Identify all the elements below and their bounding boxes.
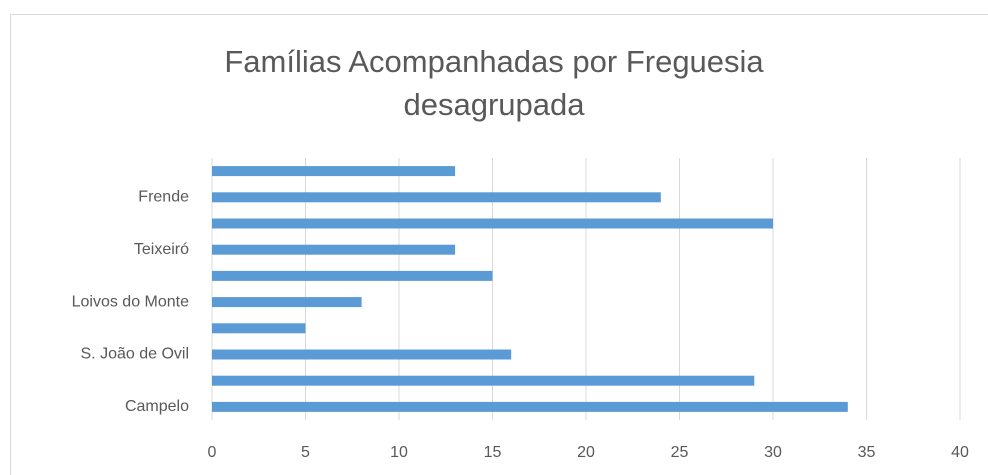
y-tick-label: Loivos do Monte <box>72 293 190 310</box>
bar <box>212 218 773 229</box>
x-tick-label: 25 <box>671 444 689 461</box>
y-tick-label: Teixeiró <box>134 241 189 258</box>
bar <box>212 297 362 308</box>
bar <box>212 349 512 360</box>
y-tick-label: S. João de Ovil <box>81 346 190 363</box>
bar <box>212 375 755 386</box>
x-tick-label: 5 <box>301 444 310 461</box>
bar <box>212 270 493 281</box>
x-tick-label: 15 <box>484 444 502 461</box>
y-tick-label: Campelo <box>125 398 189 415</box>
bar <box>212 192 661 203</box>
x-tick-label: 35 <box>858 444 876 461</box>
bar <box>212 166 456 177</box>
x-tick-label: 30 <box>764 444 782 461</box>
bar <box>212 323 306 334</box>
x-tick-label: 10 <box>390 444 408 461</box>
y-tick-label: Frende <box>138 189 189 206</box>
bar <box>212 244 456 255</box>
bar <box>212 401 848 412</box>
x-tick-label: 20 <box>577 444 595 461</box>
x-tick-label: 0 <box>208 444 217 461</box>
x-tick-label: 40 <box>951 444 969 461</box>
chart-border <box>10 14 988 475</box>
chart-title: Famílias Acompanhadas por Freguesia desa… <box>224 44 764 122</box>
